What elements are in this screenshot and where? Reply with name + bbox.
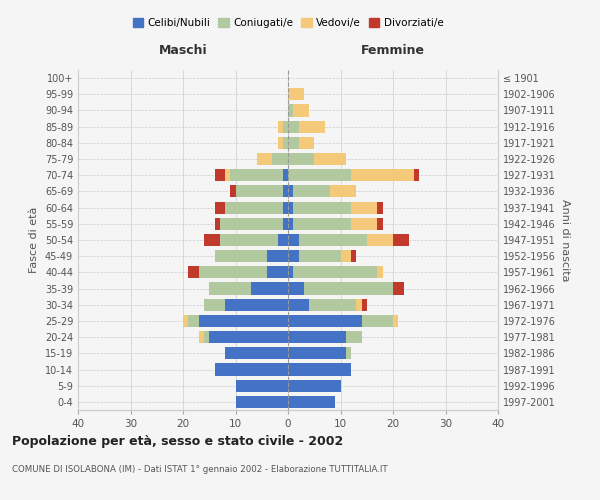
Bar xyxy=(377,266,383,278)
Bar xyxy=(314,153,346,165)
Bar xyxy=(393,315,398,327)
Bar xyxy=(220,218,283,230)
Legend: Celibi/Nubili, Coniugati/e, Vedovi/e, Divorziati/e: Celibi/Nubili, Coniugati/e, Vedovi/e, Di… xyxy=(128,14,448,32)
Bar xyxy=(283,202,288,213)
Bar xyxy=(288,315,361,327)
Bar xyxy=(299,137,314,149)
Bar xyxy=(277,234,288,246)
Bar xyxy=(288,120,299,132)
Bar xyxy=(367,234,393,246)
Bar xyxy=(293,104,309,117)
Bar xyxy=(351,250,356,262)
Bar xyxy=(215,218,220,230)
Bar xyxy=(288,380,341,392)
Bar xyxy=(283,120,288,132)
Bar xyxy=(293,218,351,230)
Bar xyxy=(414,169,419,181)
Bar xyxy=(283,137,288,149)
Bar xyxy=(346,331,361,343)
Y-axis label: Fasce di età: Fasce di età xyxy=(29,207,39,273)
Bar xyxy=(288,202,293,213)
Bar xyxy=(288,250,299,262)
Bar xyxy=(235,186,283,198)
Bar xyxy=(293,266,377,278)
Bar xyxy=(199,266,267,278)
Y-axis label: Anni di nascita: Anni di nascita xyxy=(560,198,569,281)
Bar xyxy=(215,250,267,262)
Bar xyxy=(288,348,346,360)
Bar xyxy=(183,315,188,327)
Bar xyxy=(257,153,272,165)
Bar xyxy=(251,282,288,294)
Bar xyxy=(361,298,367,311)
Bar xyxy=(299,250,341,262)
Bar xyxy=(299,234,367,246)
Bar xyxy=(288,266,293,278)
Bar xyxy=(299,120,325,132)
Bar xyxy=(230,169,283,181)
Bar xyxy=(377,202,383,213)
Bar xyxy=(215,364,288,376)
Bar xyxy=(346,348,351,360)
Bar xyxy=(188,315,199,327)
Bar xyxy=(288,364,351,376)
Bar xyxy=(204,298,225,311)
Bar xyxy=(304,282,393,294)
Bar xyxy=(204,331,209,343)
Bar xyxy=(351,218,377,230)
Text: Femmine: Femmine xyxy=(361,44,425,57)
Bar xyxy=(267,266,288,278)
Bar xyxy=(215,202,225,213)
Bar xyxy=(209,331,288,343)
Bar xyxy=(188,266,199,278)
Text: Maschi: Maschi xyxy=(158,44,208,57)
Bar xyxy=(288,298,309,311)
Bar xyxy=(393,234,409,246)
Bar xyxy=(293,186,330,198)
Bar xyxy=(225,348,288,360)
Bar xyxy=(288,186,293,198)
Text: Popolazione per età, sesso e stato civile - 2002: Popolazione per età, sesso e stato civil… xyxy=(12,435,343,448)
Bar xyxy=(288,234,299,246)
Bar xyxy=(199,331,204,343)
Bar xyxy=(377,218,383,230)
Bar xyxy=(230,186,235,198)
Bar xyxy=(393,282,404,294)
Bar xyxy=(220,234,277,246)
Bar xyxy=(272,153,288,165)
Bar xyxy=(288,396,335,408)
Bar xyxy=(235,380,288,392)
Bar xyxy=(199,315,288,327)
Bar xyxy=(288,282,304,294)
Bar xyxy=(330,186,356,198)
Bar xyxy=(277,120,283,132)
Bar xyxy=(288,104,293,117)
Bar xyxy=(288,331,346,343)
Bar xyxy=(351,169,414,181)
Bar xyxy=(288,137,299,149)
Bar xyxy=(225,298,288,311)
Bar xyxy=(225,169,230,181)
Bar xyxy=(235,396,288,408)
Text: COMUNE DI ISOLABONA (IM) - Dati ISTAT 1° gennaio 2002 - Elaborazione TUTTITALIA.: COMUNE DI ISOLABONA (IM) - Dati ISTAT 1°… xyxy=(12,465,388,474)
Bar xyxy=(288,153,314,165)
Bar xyxy=(288,218,293,230)
Bar xyxy=(267,250,288,262)
Bar xyxy=(283,169,288,181)
Bar xyxy=(204,234,220,246)
Bar xyxy=(293,202,351,213)
Bar xyxy=(277,137,283,149)
Bar xyxy=(341,250,351,262)
Bar xyxy=(283,186,288,198)
Bar xyxy=(351,202,377,213)
Bar xyxy=(356,298,361,311)
Bar xyxy=(361,315,393,327)
Bar xyxy=(209,282,251,294)
Bar xyxy=(215,169,225,181)
Bar xyxy=(309,298,356,311)
Bar xyxy=(225,202,283,213)
Bar xyxy=(283,218,288,230)
Bar xyxy=(288,88,304,101)
Bar xyxy=(288,169,351,181)
